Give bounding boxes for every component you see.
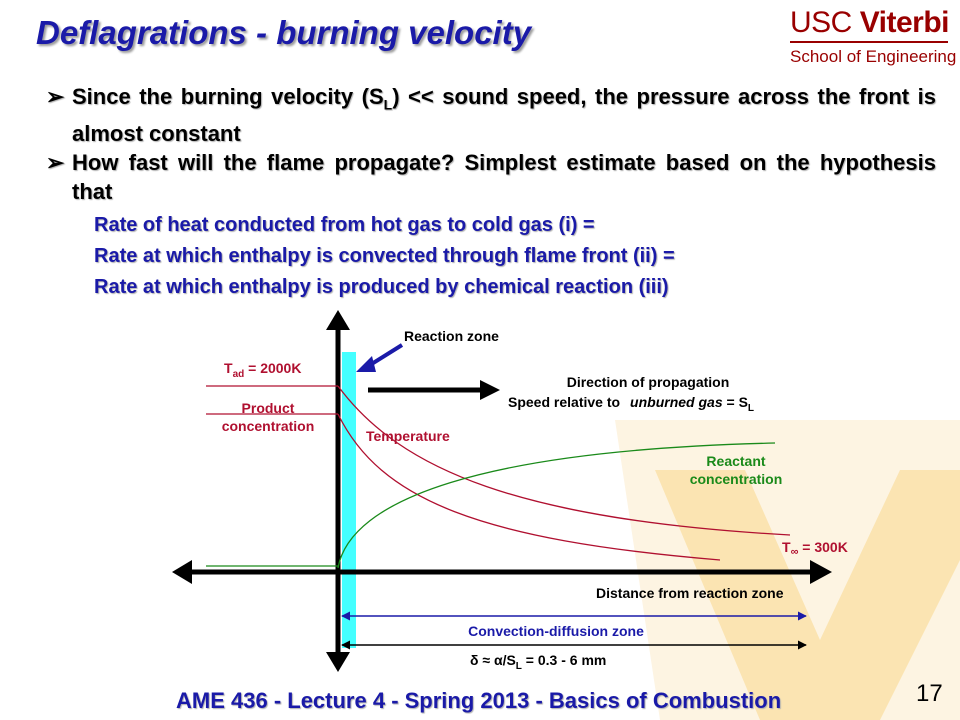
bullet-subscript: L: [383, 96, 393, 113]
bullet-text: How fast will the flame propagate? Simpl…: [72, 150, 936, 205]
page-number: 17: [916, 680, 943, 707]
hypothesis-line-2: Rate at which enthalpy is convected thro…: [94, 245, 675, 267]
tinf-label: T∞ = 300K: [782, 539, 848, 558]
horizontal-axis-arrow-left: [172, 560, 192, 584]
direction-label: Direction of propagation: [567, 374, 730, 390]
logo-viterbi: Viterbi: [859, 6, 950, 39]
usc-viterbi-logo: USC Viterbi School of Engineering: [790, 6, 957, 67]
reaction-zone-band: [342, 352, 356, 648]
logo-usc: USC: [790, 6, 852, 39]
hypothesis-line-3: Rate at which enthalpy is produced by ch…: [94, 276, 669, 298]
bullet-item: ➢ How fast will the flame propagate? Simp…: [46, 148, 936, 206]
convection-diffusion-label: Convection-diffusion zone: [468, 623, 644, 639]
product-label: Product: [242, 400, 295, 416]
speed-label: Speed relative to unburned gas = SL: [508, 394, 754, 414]
temperature-label: Temperature: [366, 428, 450, 444]
hypothesis-line-1: Rate of heat conducted from hot gas to c…: [94, 214, 595, 236]
bullet-list: ➢ Since the burning velocity (SL) << soun…: [46, 82, 936, 206]
temperature-curve: [337, 385, 791, 536]
bullet-arrow-icon: ➢: [46, 150, 65, 176]
bullet-text-post: ) << sound speed, the pressure across th…: [72, 84, 936, 147]
horizontal-axis-arrow-right: [810, 560, 832, 584]
delta-label: δ ≈ α/SL = 0.3 - 6 mm: [470, 652, 606, 672]
reaction-zone-pointer-head: [356, 356, 376, 372]
reactant-curve: [337, 442, 776, 569]
tad-label: Tad = 2000K: [224, 360, 301, 380]
propagation-arrow-head: [480, 380, 500, 400]
bullet-text: Since the burning velocity (S: [72, 84, 384, 109]
slide-footer: AME 436 - Lecture 4 - Spring 2013 - Basi…: [176, 688, 782, 713]
reactant-label: Reactant: [706, 453, 765, 469]
vertical-axis-arrow-top: [326, 310, 350, 330]
product-label-2: concentration: [222, 418, 315, 434]
reaction-zone-label: Reaction zone: [404, 328, 499, 344]
product-curve: [337, 413, 721, 561]
distance-label: Distance from reaction zone: [596, 585, 784, 601]
vertical-axis-arrow-bottom: [326, 652, 350, 672]
reactant-label-2: concentration: [690, 471, 783, 487]
slide-title: Deflagrations - burning velocity: [36, 14, 532, 51]
bullet-arrow-icon: ➢: [46, 84, 65, 109]
logo-school: School of Engineering: [790, 47, 957, 66]
bullet-item: ➢ Since the burning velocity (SL) << soun…: [46, 82, 936, 148]
